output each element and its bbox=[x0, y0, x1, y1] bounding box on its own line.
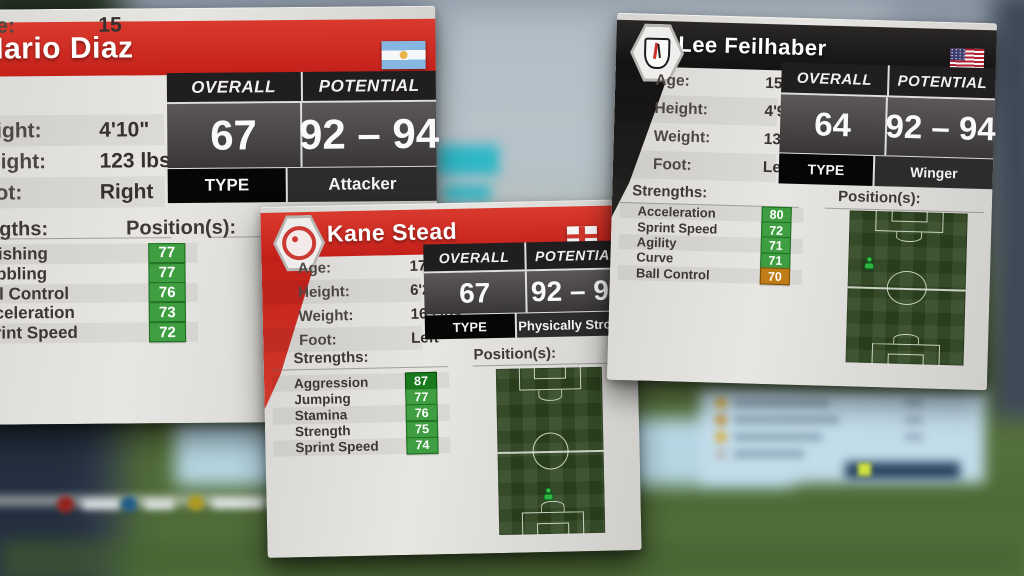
potential-value: 92 – 94 bbox=[885, 107, 997, 148]
scout-card-lee-feilhaber[interactable]: Lee Feilhaber Age: 15 Height: 4'9" Weight:… bbox=[606, 12, 998, 391]
position-marker-icon bbox=[542, 488, 554, 501]
type-label: TYPE bbox=[778, 153, 874, 186]
overall-value: 67 bbox=[167, 102, 303, 169]
strength-row: Dribbling 77 bbox=[0, 262, 198, 285]
positions-label: Position(s): bbox=[837, 188, 921, 208]
strength-value-badge: 77 bbox=[148, 242, 186, 264]
height-row: Height:6'2" bbox=[261, 277, 438, 305]
panel-right-blur bbox=[700, 388, 985, 483]
age-row: Age: 17 bbox=[261, 254, 426, 281]
teal-button2-blur bbox=[443, 185, 491, 201]
type-label: TYPE bbox=[167, 168, 287, 204]
strength-value-badge: 72 bbox=[148, 322, 187, 343]
stand-right-blur bbox=[992, 0, 1024, 420]
panel-right-rows-blur bbox=[700, 388, 990, 483]
strength-value-badge: 87 bbox=[404, 371, 438, 390]
hint-blue-button bbox=[121, 496, 137, 512]
hint-yellow-button bbox=[188, 495, 204, 511]
strength-row: Ball Control 70 bbox=[617, 264, 803, 286]
foot-row: Foot: Right bbox=[0, 176, 165, 210]
strength-row: Sprint Speed 74 bbox=[273, 436, 451, 457]
cursor-dot-blur bbox=[858, 463, 871, 476]
position-marker-icon bbox=[863, 256, 875, 269]
selected-row-blur bbox=[845, 462, 960, 479]
strength-row: Acceleration 73 bbox=[0, 302, 198, 324]
type-label: TYPE bbox=[424, 313, 515, 340]
ratings-panel: OVERALL POTENTIAL 64 92 – 94 TYPE Winger bbox=[778, 62, 997, 190]
overall-value: 67 bbox=[423, 271, 528, 315]
strength-row: Ball Control 76 bbox=[0, 282, 198, 305]
positions-label: Position(s): bbox=[473, 344, 557, 364]
strengths-label: Strengths: bbox=[293, 348, 369, 368]
age-value: 15 bbox=[98, 12, 122, 37]
strength-value-badge: 74 bbox=[406, 436, 439, 455]
weight-row: Weight:139 lbs bbox=[613, 122, 817, 155]
hint-blue-label-blur bbox=[144, 500, 174, 509]
strength-row: Sprint Speed 72 bbox=[0, 322, 199, 345]
hint-red-button bbox=[57, 496, 74, 513]
hint-red-label-blur bbox=[82, 500, 120, 509]
height-row: Height: 4'9" bbox=[614, 93, 793, 127]
ratings-panel: OVERALL POTENTIAL 67 92 – 94 TYPE Physicall… bbox=[423, 240, 630, 340]
strength-value-badge: 77 bbox=[148, 262, 186, 283]
height-value: 4'10" bbox=[99, 117, 150, 142]
overall-value: 64 bbox=[779, 94, 888, 156]
strength-value-badge: 77 bbox=[405, 388, 438, 406]
argentina-flag-icon bbox=[381, 40, 426, 70]
weight-value: 123 lbs bbox=[99, 148, 171, 173]
ratings-panel: OVERALL POTENTIAL 67 92 – 94 TYPE Attacker bbox=[166, 70, 440, 204]
position-pitch bbox=[495, 366, 606, 536]
scout-card-kane-stead[interactable]: Kane Stead Age:17 Height:6'2" Weight:165… bbox=[260, 199, 642, 558]
type-value: Winger bbox=[874, 156, 994, 190]
age-row: Age: 15 bbox=[615, 66, 783, 99]
overall-label: OVERALL bbox=[423, 242, 527, 272]
strength-value-badge: 75 bbox=[405, 420, 439, 439]
strengths-label: Strengths: bbox=[631, 182, 708, 202]
strength-value-badge: 76 bbox=[148, 282, 186, 303]
strength-value-badge: 70 bbox=[759, 267, 791, 286]
potential-label: POTENTIAL bbox=[318, 75, 420, 96]
age-row: Age: 15 bbox=[0, 9, 163, 42]
foot-row: Foot:Left bbox=[612, 149, 792, 183]
foot-value: Right bbox=[99, 179, 154, 204]
height-row: Height: 4'10" bbox=[0, 114, 165, 148]
weight-row: Weight:165 lbs bbox=[262, 302, 461, 329]
position-pitch bbox=[845, 210, 968, 366]
strength-value-badge: 73 bbox=[148, 302, 186, 323]
overall-label: OVERALL bbox=[166, 71, 303, 103]
strength-row: Finishing 77 bbox=[0, 242, 198, 265]
strength-value-badge: 76 bbox=[405, 404, 438, 422]
potential-value: 92 – 94 bbox=[298, 109, 440, 158]
hint-yellow-label-blur bbox=[212, 499, 264, 508]
type-value: Attacker bbox=[287, 166, 437, 203]
teal-button-blur bbox=[437, 145, 499, 175]
potential-label: POTENTIAL bbox=[897, 72, 988, 92]
weight-row: Weight: 123 lbs bbox=[0, 145, 171, 178]
overall-label: OVERALL bbox=[781, 62, 890, 96]
